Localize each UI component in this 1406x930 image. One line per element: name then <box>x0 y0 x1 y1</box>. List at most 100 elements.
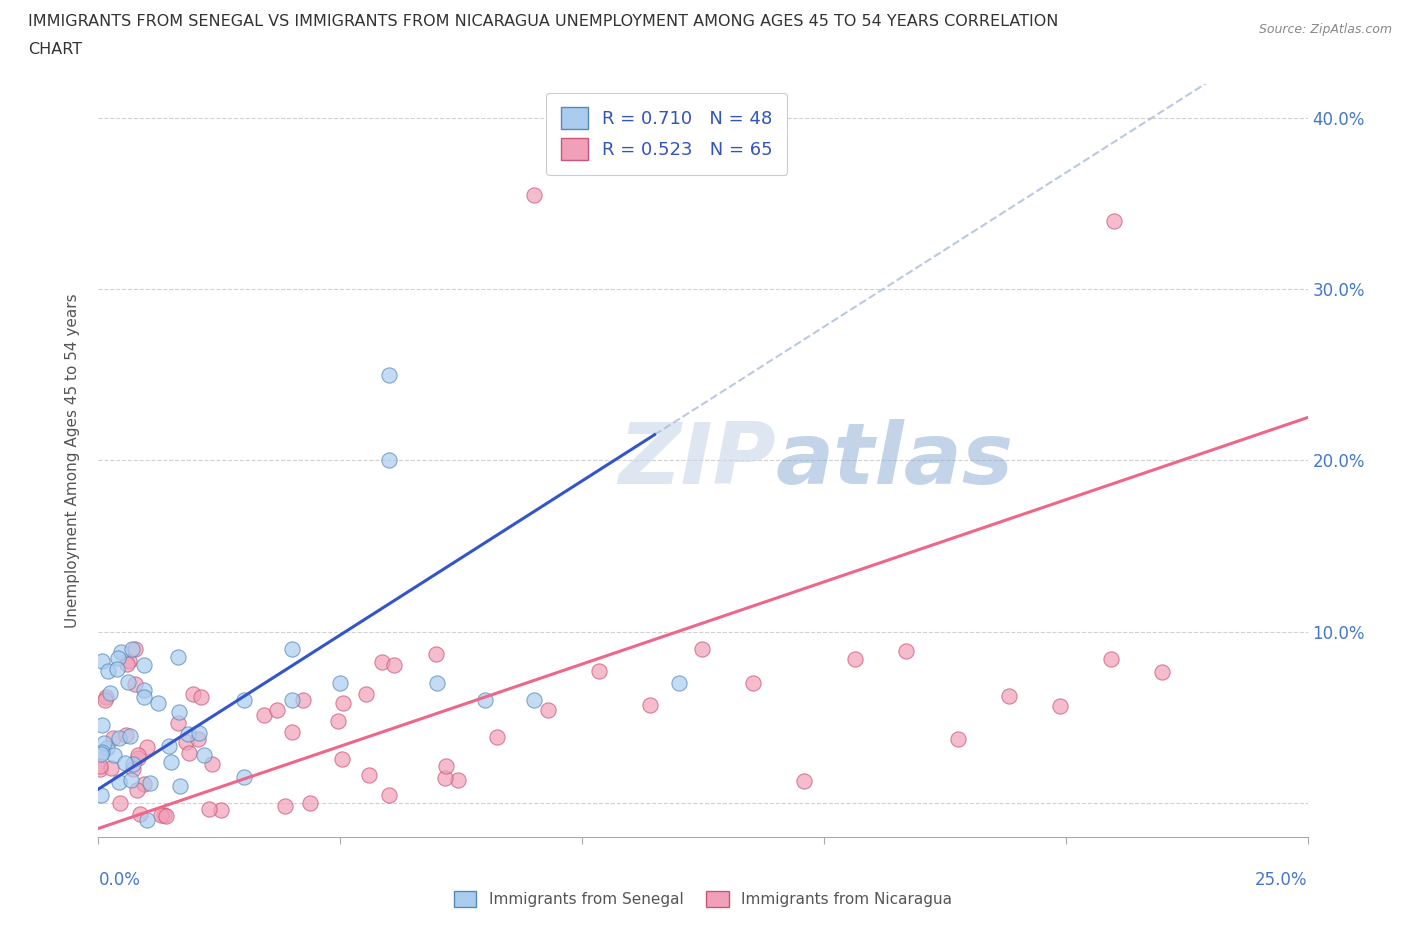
Point <box>485 730 508 745</box>
Point <box>253 708 276 723</box>
Point <box>139 776 162 790</box>
Legend: Immigrants from Senegal, Immigrants from Nicaragua: Immigrants from Senegal, Immigrants from… <box>447 884 959 913</box>
Point <box>125 782 148 797</box>
Y-axis label: Unemployment Among Ages 45 to 54 years: Unemployment Among Ages 45 to 54 years <box>65 293 80 628</box>
Point <box>91 745 114 760</box>
Point <box>128 806 150 821</box>
Point <box>167 705 190 720</box>
Point <box>100 761 122 776</box>
Point <box>474 693 496 708</box>
Legend: R = 0.710   N = 48, R = 0.523   N = 65: R = 0.710 N = 48, R = 0.523 N = 65 <box>546 93 787 175</box>
Point <box>690 642 713 657</box>
Point <box>233 769 256 784</box>
Point <box>425 646 447 661</box>
Point <box>946 732 969 747</box>
Point <box>134 658 156 672</box>
Point <box>107 775 129 790</box>
Point <box>90 788 112 803</box>
Point <box>354 687 377 702</box>
Point <box>298 795 321 810</box>
Point <box>281 642 304 657</box>
Point <box>98 686 121 701</box>
Point <box>120 773 142 788</box>
Text: atlas: atlas <box>776 418 1014 502</box>
Point <box>107 650 129 665</box>
Point <box>132 777 155 791</box>
Point <box>174 735 197 750</box>
Point <box>97 663 120 678</box>
Point <box>330 751 353 766</box>
Point <box>198 802 221 817</box>
Point <box>844 652 866 667</box>
Point <box>127 748 149 763</box>
Point <box>329 675 352 690</box>
Point <box>211 803 233 817</box>
Point <box>523 188 546 203</box>
Point <box>1102 213 1125 228</box>
Point <box>332 696 354 711</box>
Point <box>117 654 139 669</box>
Point <box>1152 665 1174 680</box>
Point <box>193 748 215 763</box>
Point <box>640 698 662 712</box>
Point <box>134 690 156 705</box>
Point <box>103 747 125 762</box>
Point <box>101 731 124 746</box>
Text: ZIP: ZIP <box>617 418 776 502</box>
Point <box>426 675 449 690</box>
Text: IMMIGRANTS FROM SENEGAL VS IMMIGRANTS FROM NICARAGUA UNEMPLOYMENT AMONG AGES 45 : IMMIGRANTS FROM SENEGAL VS IMMIGRANTS FR… <box>28 14 1059 29</box>
Point <box>266 702 288 717</box>
Point <box>281 724 304 739</box>
Point <box>93 736 115 751</box>
Text: 25.0%: 25.0% <box>1256 870 1308 889</box>
Point <box>588 663 610 678</box>
Point <box>136 740 159 755</box>
Point <box>274 799 297 814</box>
Point <box>108 795 131 810</box>
Point <box>135 813 157 828</box>
Point <box>124 642 146 657</box>
Point <box>167 649 190 664</box>
Point <box>377 367 399 382</box>
Point <box>117 657 139 671</box>
Point <box>741 675 763 690</box>
Point <box>201 757 224 772</box>
Point <box>187 725 209 740</box>
Point <box>121 642 143 657</box>
Point <box>132 683 155 698</box>
Point <box>124 677 146 692</box>
Point <box>377 787 399 802</box>
Point <box>523 693 546 708</box>
Point <box>114 727 136 742</box>
Point <box>169 778 191 793</box>
Point <box>998 689 1021 704</box>
Point <box>359 767 381 782</box>
Point <box>896 644 918 658</box>
Text: 0.0%: 0.0% <box>98 870 141 889</box>
Point <box>146 696 169 711</box>
Point <box>91 717 114 732</box>
Point <box>177 726 200 741</box>
Point <box>89 762 111 777</box>
Point <box>117 674 139 689</box>
Point <box>281 693 304 708</box>
Point <box>160 755 183 770</box>
Point <box>447 772 470 787</box>
Text: CHART: CHART <box>28 42 82 57</box>
Point <box>292 693 315 708</box>
Point <box>90 654 112 669</box>
Point <box>150 808 173 823</box>
Point <box>166 715 188 730</box>
Point <box>793 774 815 789</box>
Point <box>1049 698 1071 713</box>
Point <box>94 689 117 704</box>
Point <box>190 689 212 704</box>
Point <box>1099 652 1122 667</box>
Point <box>157 738 180 753</box>
Point <box>110 644 132 659</box>
Point <box>90 746 112 761</box>
Text: Source: ZipAtlas.com: Source: ZipAtlas.com <box>1258 23 1392 36</box>
Point <box>434 770 457 785</box>
Point <box>668 675 690 690</box>
Point <box>181 686 204 701</box>
